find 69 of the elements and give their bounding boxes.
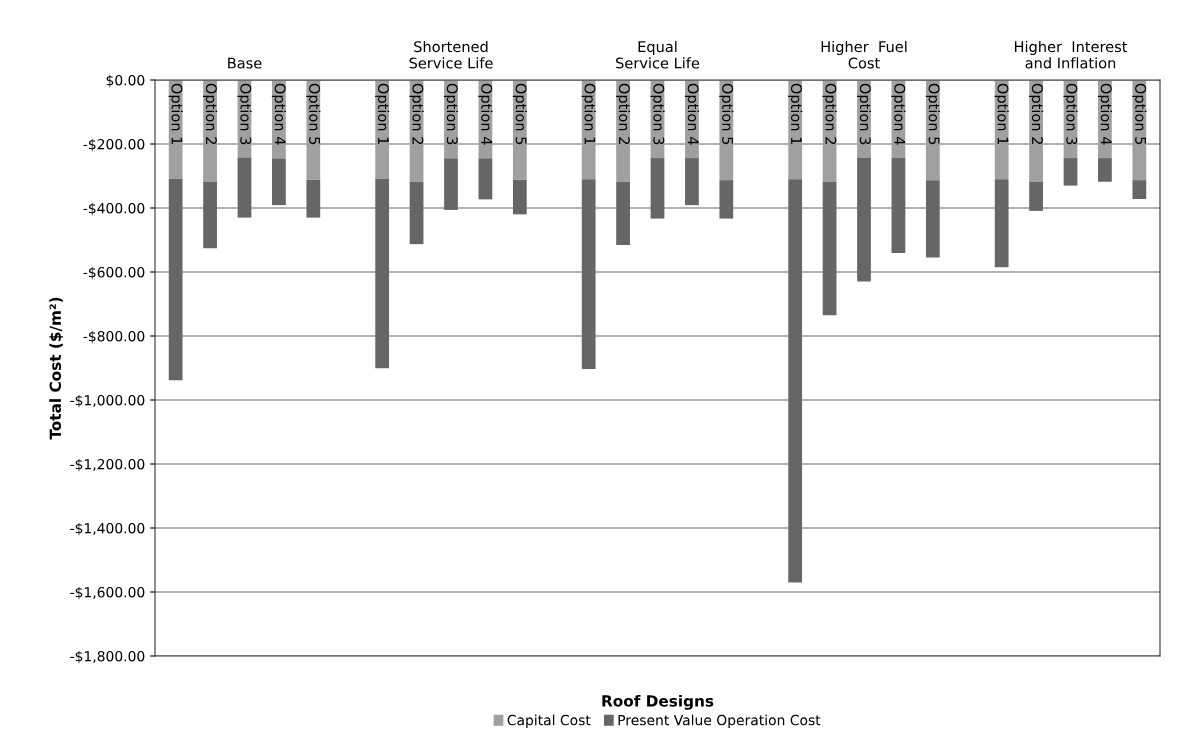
bar: [1029, 181, 1043, 211]
bar: [1098, 158, 1112, 182]
bar: [857, 158, 871, 282]
x-tick-label: Option 3: [443, 83, 459, 145]
x-tick-label: Option 2: [409, 83, 424, 144]
x-tick-label: Option 4: [891, 83, 906, 145]
y-axis-title: Total Cost ($/m²): [49, 297, 64, 440]
x-tick-label: Option 5: [306, 83, 321, 145]
bar: [512, 179, 527, 215]
text: Higher Interest and Inflation: [1014, 40, 1128, 69]
x-tick-label: Option 3: [1063, 83, 1078, 145]
bar: [685, 158, 699, 206]
bar: [822, 181, 837, 316]
bar: [237, 157, 252, 218]
x-tick-label: Option 3: [237, 83, 252, 145]
bar: [891, 158, 906, 254]
bar: [994, 179, 1009, 268]
x-tick-label: Option 1: [581, 83, 596, 145]
x-tick-label: Option 3: [856, 83, 872, 145]
x-tick-label: Option 4: [271, 83, 286, 145]
y-tick-label: -$200.00: [83, 138, 145, 152]
y-tick-label: -$400.00: [83, 202, 145, 216]
x-tick-label: Option 1: [994, 83, 1009, 145]
y-tick-label: -$1,800.00: [70, 650, 145, 664]
x-tick-label: Option 5: [1132, 83, 1147, 145]
text: Equal Service Life: [616, 40, 700, 69]
bar: [375, 178, 390, 369]
x-tick-label: Option 5: [512, 83, 527, 145]
x-tick-label: Option 5: [719, 83, 734, 145]
y-tick-label: -$1,200.00: [70, 458, 145, 472]
x-tick-label: Option 2: [616, 83, 631, 144]
bar: [478, 158, 493, 200]
text: Shortened Service Life: [409, 40, 493, 69]
x-axis-title: Roof Designs: [602, 694, 714, 710]
text: Base: [228, 57, 262, 69]
bar: [444, 158, 458, 210]
bar: [1063, 158, 1078, 186]
x-tick-label: Option 4: [684, 83, 699, 145]
y-tick-label: -$800.00: [83, 330, 145, 344]
bar: [272, 158, 286, 206]
x-tick-label: Option 2: [203, 83, 218, 144]
x-tick-label: Option 4: [478, 83, 493, 145]
x-tick-label: Option 5: [925, 83, 940, 145]
bar: [719, 180, 734, 219]
x-tick-label: Option 3: [650, 83, 665, 145]
x-tick-label: Option 2: [822, 83, 837, 144]
y-tick-label: -$1,400.00: [70, 522, 145, 536]
x-tick-label: Option 1: [375, 83, 390, 145]
bar: [925, 180, 940, 258]
bar: [409, 181, 424, 245]
x-tick-label: Option 1: [168, 83, 183, 145]
y-tick-label: -$1,600.00: [70, 586, 145, 600]
bar: [1132, 180, 1147, 200]
x-tick-label: Option 1: [788, 83, 803, 145]
y-tick-label: -$1,000.00: [70, 394, 145, 408]
bar: [616, 181, 630, 246]
legend-label: Capital Cost: [507, 714, 591, 729]
legend-label: Present Value Operation Cost: [618, 714, 821, 729]
bar: [788, 179, 803, 583]
bar: [203, 181, 217, 249]
bar: [581, 179, 596, 369]
bar: [306, 179, 321, 218]
x-tick-label: Option 2: [1029, 83, 1044, 144]
x-tick-label: Option 4: [1097, 83, 1112, 145]
bar: [168, 178, 183, 381]
y-tick-label: $0.00: [106, 74, 145, 88]
text: Higher Fuel Cost: [821, 40, 907, 69]
bar: [650, 158, 665, 219]
y-tick-label: -$600.00: [83, 266, 145, 280]
